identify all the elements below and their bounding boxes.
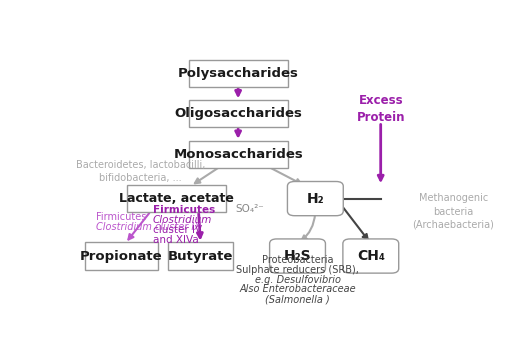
- Text: Also Enterobacteraceae: Also Enterobacteraceae: [239, 284, 356, 295]
- Text: cluster IV: cluster IV: [153, 225, 202, 235]
- Text: CH₄: CH₄: [357, 249, 385, 263]
- Text: Monosaccharides: Monosaccharides: [173, 148, 303, 161]
- Text: Oligosaccharides: Oligosaccharides: [174, 107, 302, 120]
- FancyBboxPatch shape: [85, 242, 158, 270]
- FancyBboxPatch shape: [127, 185, 226, 212]
- Text: Firmicutes: Firmicutes: [96, 212, 146, 222]
- Text: Excess
Protein: Excess Protein: [357, 94, 405, 123]
- Text: Polysaccharides: Polysaccharides: [178, 67, 298, 80]
- FancyBboxPatch shape: [270, 239, 326, 273]
- Text: and XIVa: and XIVa: [153, 235, 199, 244]
- Text: e.g. Desulfovibrio: e.g. Desulfovibrio: [254, 275, 340, 284]
- Text: Firmicutes: Firmicutes: [153, 205, 215, 215]
- Text: Bacteroidetes, lactobacilli,
bifidobacteria, ...: Bacteroidetes, lactobacilli, bifidobacte…: [76, 160, 205, 183]
- FancyBboxPatch shape: [189, 100, 288, 127]
- FancyBboxPatch shape: [168, 242, 233, 270]
- Text: SO₄²⁻: SO₄²⁻: [235, 204, 264, 214]
- FancyBboxPatch shape: [189, 141, 288, 168]
- Text: (Salmonella ): (Salmonella ): [265, 294, 330, 304]
- Text: Butyrate: Butyrate: [168, 250, 233, 262]
- Text: Clostridium cluster IX: Clostridium cluster IX: [96, 222, 200, 232]
- FancyBboxPatch shape: [343, 239, 399, 273]
- FancyBboxPatch shape: [287, 181, 343, 216]
- Text: H₂: H₂: [307, 192, 324, 205]
- FancyBboxPatch shape: [189, 60, 288, 87]
- Text: Methanogenic
bacteria
(Archaebacteria): Methanogenic bacteria (Archaebacteria): [412, 194, 494, 230]
- Text: H₂S: H₂S: [284, 249, 311, 263]
- Text: Lactate, acetate: Lactate, acetate: [119, 192, 234, 205]
- Text: Clostridium: Clostridium: [153, 215, 213, 225]
- Text: Sulphate reducers (SRB),: Sulphate reducers (SRB),: [236, 265, 359, 275]
- Text: Propionate: Propionate: [80, 250, 162, 262]
- Text: Proteobacteria: Proteobacteria: [262, 255, 333, 265]
